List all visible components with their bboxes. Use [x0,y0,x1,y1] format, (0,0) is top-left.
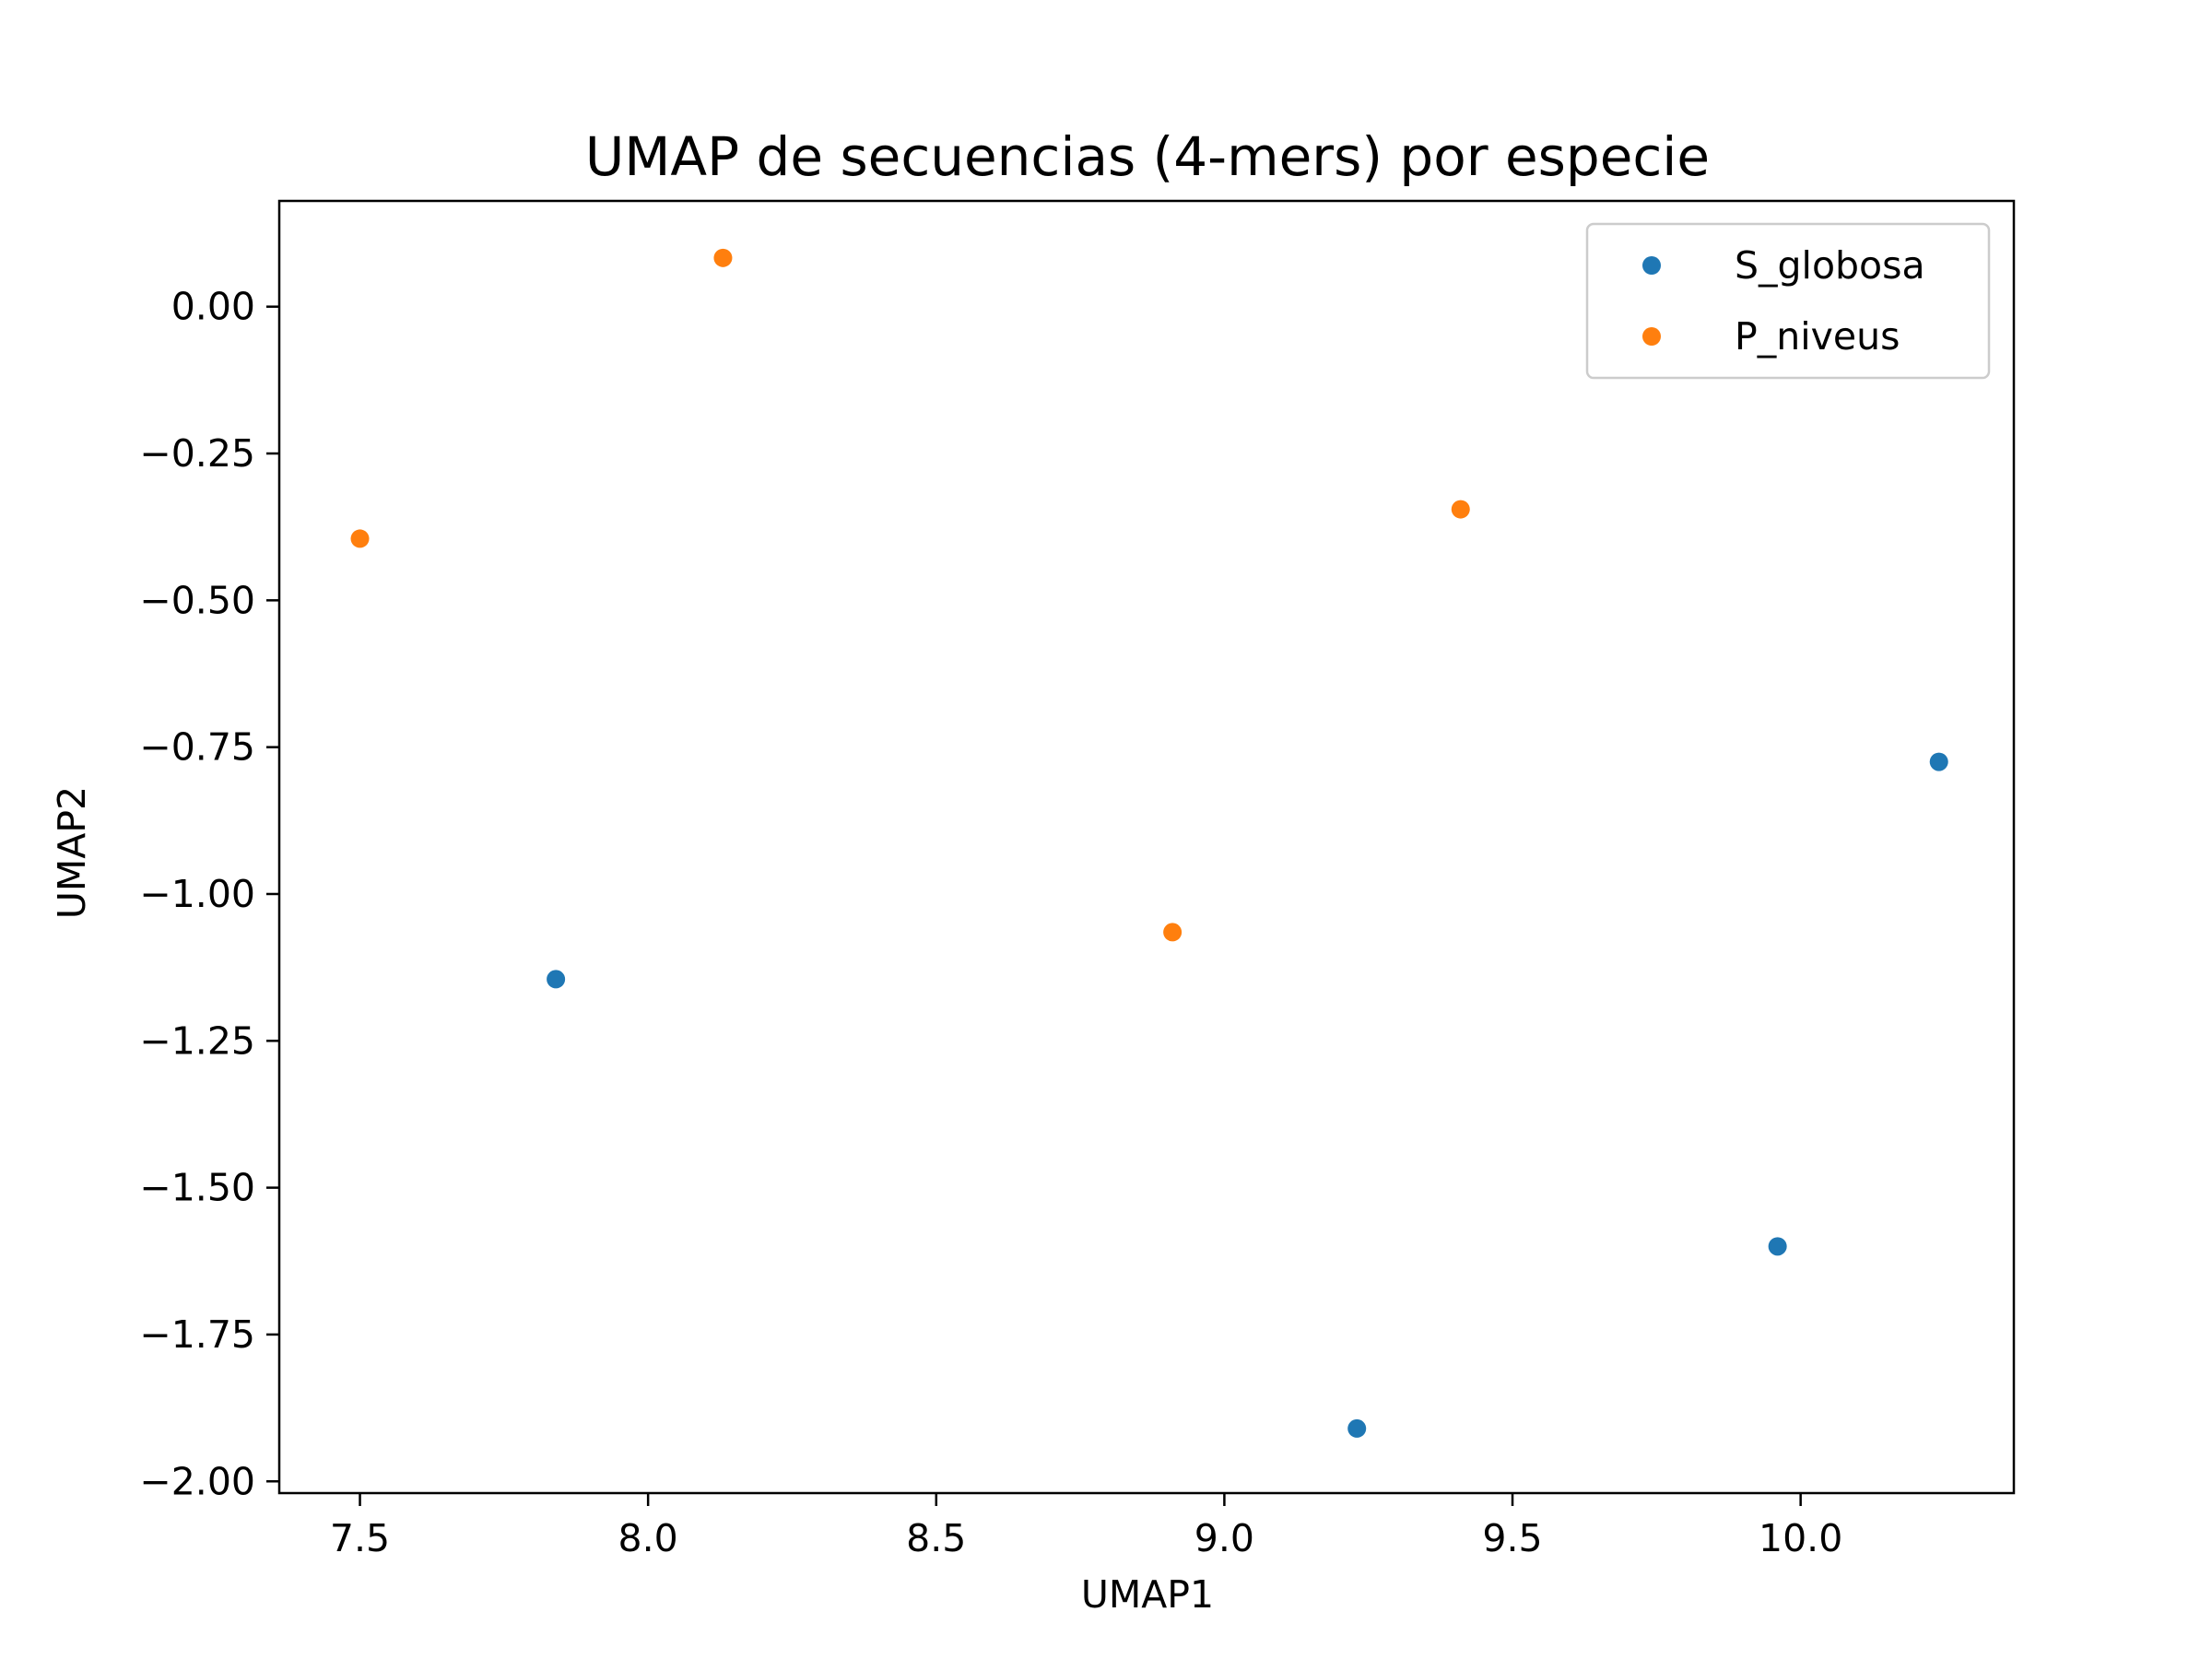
y-tick-label: −1.00 [139,872,255,916]
legend-box [1585,222,1991,380]
point-s-globosa [1929,752,1948,771]
y-tick-label: −0.25 [139,431,255,476]
legend: S_globosa P_niveus [1585,222,1991,380]
x-tick-label: 8.5 [906,1516,966,1560]
point-p-niveus [1163,923,1182,942]
x-tick-label: 7.5 [330,1516,390,1560]
x-tick-label: 10.0 [1759,1516,1842,1560]
y-tick-label: −1.50 [139,1166,255,1210]
x-tick-label: 8.0 [618,1516,678,1560]
legend-label-p-niveus: P_niveus [1735,314,1900,359]
y-tick-label: 0.00 [171,285,255,329]
legend-marker-p-niveus [1642,327,1661,346]
y-tick-label: −2.00 [139,1459,255,1503]
y-tick-label: −0.50 [139,578,255,622]
chart-title: UMAP de secuencias (4-mers) por especie [585,125,1710,188]
point-p-niveus [713,248,733,267]
y-axis-label: UMAP2 [50,786,94,919]
y-axis: 0.00 −0.25 −0.50 −0.75 −1.00 −1.25 −1.50 −1.75 −… [139,285,279,1503]
x-tick-label: 9.0 [1194,1516,1254,1560]
point-s-globosa [1347,1418,1367,1438]
data-points [350,248,1948,1438]
x-axis: 7.5 8.0 8.5 9.0 9.5 10.0 [330,1493,1842,1560]
point-p-niveus [1451,500,1470,519]
legend-label-s-globosa: S_globosa [1735,243,1925,288]
x-tick-label: 9.5 [1482,1516,1542,1560]
y-tick-label: −1.75 [139,1312,255,1357]
point-s-globosa [547,970,566,989]
plot-frame [277,199,2016,1495]
y-tick-label: −1.25 [139,1018,255,1063]
point-p-niveus [350,529,370,548]
point-s-globosa [1768,1237,1787,1256]
x-axis-label: UMAP1 [1081,1572,1214,1617]
y-tick-label: −0.75 [139,725,255,770]
legend-marker-s-globosa [1642,256,1661,275]
